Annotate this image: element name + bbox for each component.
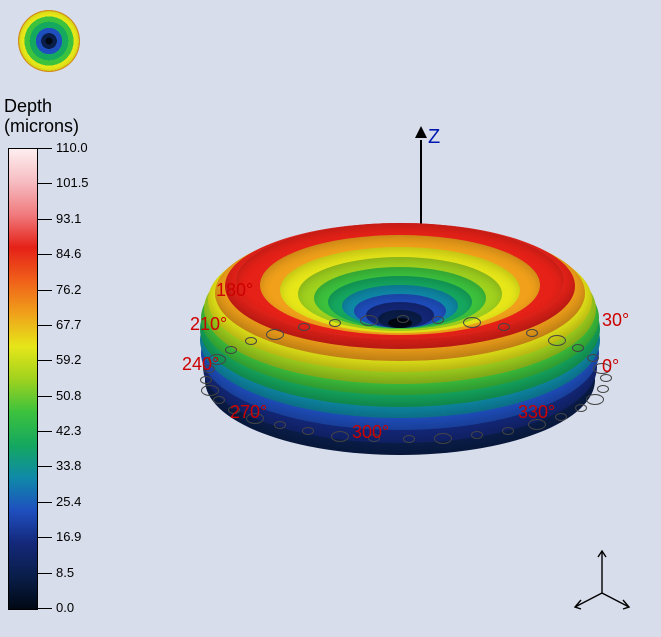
- base-ring-dot: [360, 315, 378, 326]
- base-ring-dot: [200, 376, 212, 384]
- legend-title-line2: (microns): [4, 116, 79, 136]
- orientation-trihedron-icon: [567, 543, 637, 613]
- angle-label: 0°: [602, 356, 619, 377]
- base-ring-dot: [586, 394, 604, 405]
- legend-title-line1: Depth: [4, 96, 52, 116]
- base-ring-dot: [498, 323, 510, 331]
- legend-tick-label: 0.0: [56, 600, 74, 615]
- legend-ticks: 110.0 101.5 93.1 84.6 76.2 67.7 59.2 50.8 42.3 33…: [38, 148, 98, 608]
- base-ring-dot: [575, 404, 587, 412]
- angle-label: 300°: [352, 422, 389, 443]
- legend-tick: 8.5: [38, 573, 52, 574]
- base-ring-dot: [587, 354, 599, 362]
- base-ring-dot: [403, 435, 415, 443]
- base-ring-dot: [526, 329, 538, 337]
- legend-tick: 67.7: [38, 325, 52, 326]
- legend-tick: 25.4: [38, 502, 52, 503]
- base-ring-dot: [329, 319, 341, 327]
- legend-tick-label: 25.4: [56, 494, 81, 509]
- angle-label: 270°: [230, 402, 267, 423]
- base-ring-dot: [201, 385, 219, 396]
- legend-tick: 0.0: [38, 608, 52, 609]
- legend-tick: 50.8: [38, 396, 52, 397]
- legend-tick-label: 84.6: [56, 246, 81, 261]
- legend-tick: 101.5: [38, 183, 52, 184]
- legend-title: Depth (microns): [4, 96, 79, 136]
- surface-plot: Z 0°30°180°210°240°270°300°330°: [150, 130, 630, 510]
- base-ring-dot: [432, 316, 444, 324]
- angle-label: 240°: [182, 354, 219, 375]
- base-ring-dot: [225, 346, 237, 354]
- base-ring-dot: [331, 431, 349, 442]
- legend-tick-label: 8.5: [56, 565, 74, 580]
- legend-tick-label: 93.1: [56, 211, 81, 226]
- legend-tick-label: 67.7: [56, 317, 81, 332]
- angle-label: 180°: [216, 280, 253, 301]
- z-axis-label: Z: [428, 126, 440, 149]
- legend-tick-label: 76.2: [56, 282, 81, 297]
- angle-label: 30°: [602, 310, 629, 331]
- legend-tick: 42.3: [38, 431, 52, 432]
- legend-tick: 16.9: [38, 537, 52, 538]
- legend-tick: 93.1: [38, 219, 52, 220]
- base-ring-dot: [548, 335, 566, 346]
- depth-thumbnail: [18, 10, 80, 72]
- legend-tick-label: 50.8: [56, 388, 81, 403]
- legend-tick: 84.6: [38, 254, 52, 255]
- angle-label: 330°: [518, 402, 555, 423]
- base-ring-dot: [597, 385, 609, 393]
- legend-tick: 76.2: [38, 290, 52, 291]
- legend-tick-label: 42.3: [56, 423, 81, 438]
- legend-tick-label: 101.5: [56, 175, 89, 190]
- legend-tick-label: 59.2: [56, 352, 81, 367]
- base-ring-dot: [266, 329, 284, 340]
- base-ring-dot: [502, 427, 514, 435]
- legend-tick-label: 110.0: [56, 140, 88, 155]
- angle-label: 210°: [190, 314, 227, 335]
- legend-tick-label: 16.9: [56, 529, 81, 544]
- base-ring-dot: [555, 413, 567, 421]
- legend-tick: 110.0: [38, 148, 52, 149]
- thumbnail-ring: [18, 10, 80, 72]
- legend-tick-label: 33.8: [56, 458, 81, 473]
- legend-colorbar: [8, 148, 38, 610]
- legend-tick: 33.8: [38, 466, 52, 467]
- legend-tick: 59.2: [38, 360, 52, 361]
